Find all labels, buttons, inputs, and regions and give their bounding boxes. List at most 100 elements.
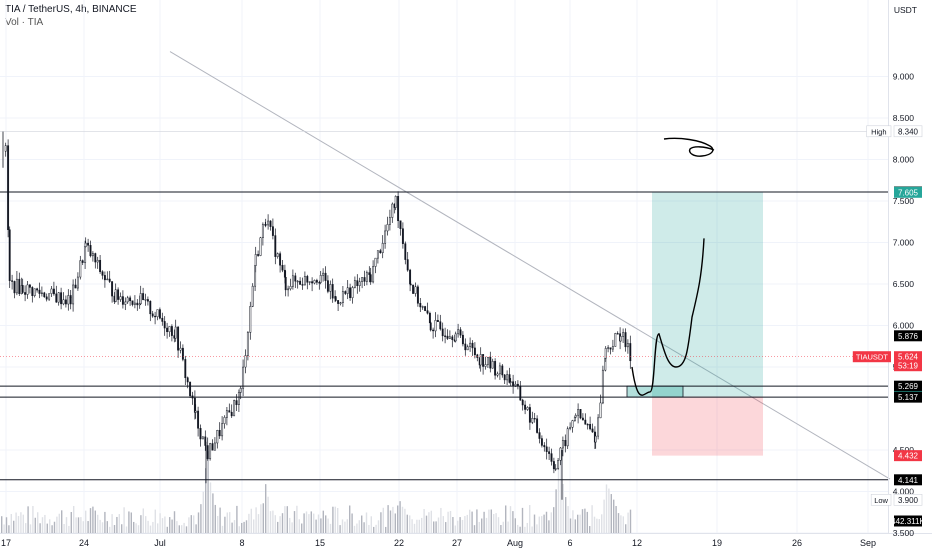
candle-body [106, 278, 109, 281]
candle-body [189, 381, 192, 397]
candle-body [156, 309, 159, 318]
volume-bar [416, 519, 418, 533]
volume-bar [113, 525, 116, 533]
candle-body [274, 235, 277, 257]
volume-bar [75, 517, 77, 533]
volume-bar [454, 525, 456, 533]
candle-body [184, 359, 187, 378]
price-badge-value: 5.876 [898, 332, 919, 341]
candle-body [199, 428, 202, 440]
candle-body [533, 418, 536, 420]
price-badge-value: 4.432 [898, 452, 919, 461]
volume-bar [238, 526, 240, 533]
candle-body [74, 284, 77, 289]
candle-body [508, 374, 511, 383]
candle-body [257, 254, 260, 256]
candle-body [584, 419, 587, 425]
volume-bar [572, 510, 574, 533]
volume-bar [373, 526, 375, 533]
candle-body [72, 284, 75, 305]
price-badge-label-box [870, 493, 892, 506]
position-stop-zone [652, 396, 763, 456]
volume-bar [353, 525, 356, 533]
candle-body [365, 272, 368, 282]
volume-bar [320, 518, 322, 533]
candle-body [322, 272, 325, 276]
candle-body [424, 306, 427, 311]
volume-bar [481, 518, 483, 533]
volume-bar [185, 526, 188, 533]
time-tick-label: 19 [712, 538, 722, 548]
candle-body [136, 302, 139, 306]
candle-body [391, 203, 394, 218]
candle-body [432, 329, 435, 332]
volume-bar [13, 520, 15, 533]
volume-bar [202, 491, 204, 533]
long-position-tool [626, 192, 763, 456]
candle-body [311, 281, 314, 284]
candle-body [356, 280, 359, 286]
volume-bar [565, 497, 567, 533]
candle-body [209, 443, 212, 460]
volume-bar [365, 512, 368, 533]
candle-body [538, 432, 541, 439]
volume-bar [553, 507, 555, 533]
volume-bar [17, 516, 20, 533]
volume-bar [361, 515, 363, 533]
volume-bar [301, 523, 303, 533]
candle-body [494, 361, 497, 376]
volume-bar [577, 514, 579, 533]
candle-body [369, 274, 372, 283]
candle-body [69, 297, 72, 305]
candle-body [394, 196, 397, 208]
candle-body [249, 306, 252, 333]
volume-bar [550, 512, 552, 533]
volume-bar [447, 511, 449, 533]
volume-bar [15, 512, 17, 533]
price-badge-value: 7.605 [898, 188, 919, 197]
volume-bar [140, 515, 142, 533]
symbol-title[interactable]: TIA / TetherUS, 4h, BINANCE [5, 4, 137, 15]
volume-bar [305, 511, 308, 533]
candle-body [21, 285, 24, 293]
candle-body [161, 317, 164, 322]
volume-bar [154, 509, 156, 533]
candle-body [237, 392, 240, 405]
volume-bar [399, 501, 401, 533]
volume-bar [337, 507, 339, 533]
candle-body [545, 446, 548, 452]
candle-body [76, 276, 79, 289]
candle-body [594, 435, 597, 443]
volume-bar [87, 521, 89, 533]
price-badge-label-box [852, 351, 891, 363]
candle-body [211, 443, 214, 451]
volume-bar [505, 505, 507, 533]
candle-body [591, 428, 594, 433]
candle-body [626, 343, 629, 348]
candle-body [479, 354, 482, 366]
volume-bar [173, 511, 176, 533]
candle-body [526, 407, 529, 410]
candle-body [287, 288, 290, 291]
volume-bar [586, 511, 588, 533]
candle-body [139, 293, 142, 305]
candle-body [8, 229, 11, 281]
volume-bar [125, 526, 128, 533]
volume-bar [377, 520, 380, 533]
price-badge-value: 442.311K [891, 517, 925, 526]
volume-bar [329, 523, 332, 533]
volume-bar [428, 512, 430, 533]
candle-body [519, 385, 522, 401]
volume-indicator-title[interactable]: Vol · TIA [5, 17, 44, 28]
candle-body [11, 280, 14, 282]
candle-body [24, 292, 27, 295]
volume-bar [413, 523, 416, 533]
volume-bar [392, 506, 394, 533]
volume-bar [591, 505, 593, 533]
volume-bar [476, 509, 478, 533]
candle-body [329, 284, 332, 292]
candle-body [599, 402, 602, 419]
candle-body [81, 260, 84, 263]
volume-bar [73, 505, 75, 533]
